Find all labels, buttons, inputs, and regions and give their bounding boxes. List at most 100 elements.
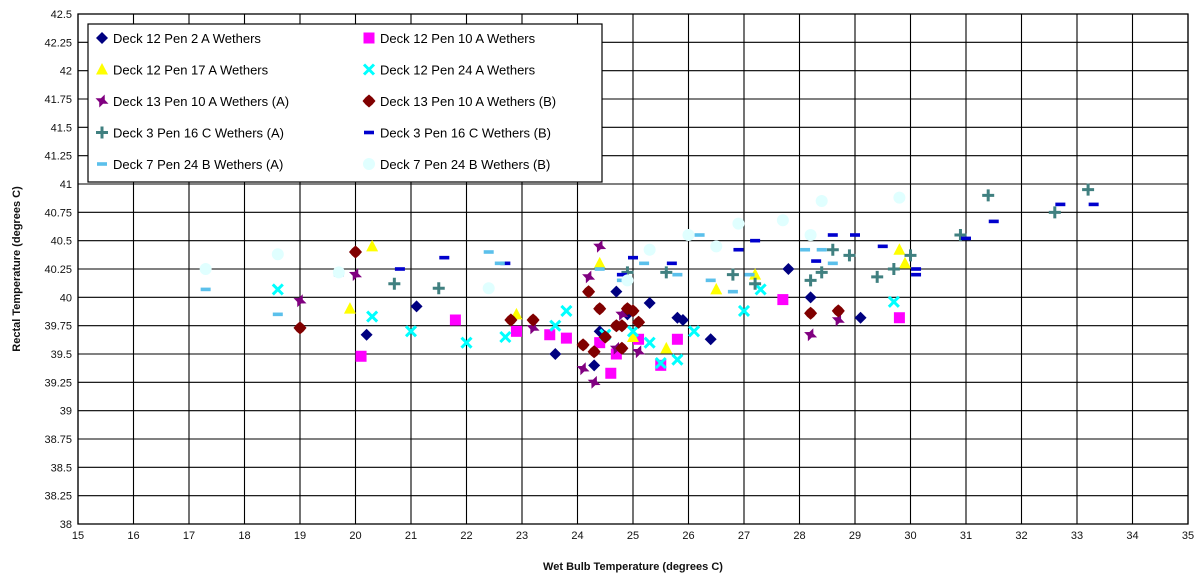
data-point (826, 243, 839, 256)
legend-marker (96, 32, 108, 44)
x-tick-label: 30 (904, 530, 916, 542)
data-point (1048, 206, 1061, 219)
y-tick-label: 38 (60, 519, 72, 531)
data-point (733, 247, 744, 252)
data-point (526, 321, 540, 335)
data-point (582, 270, 596, 284)
data-point (655, 359, 667, 371)
series-8 (394, 202, 1099, 277)
data-point (737, 304, 751, 317)
data-point (271, 283, 284, 296)
x-axis-title: Wet Bulb Temperature (degrees C) (543, 561, 723, 573)
y-tick-label: 39 (60, 406, 72, 418)
data-point (815, 195, 828, 207)
data-point (676, 314, 689, 326)
legend-item: Deck 12 Pen 2 A Wethers (96, 31, 261, 46)
legend-item: Deck 7 Pen 24 B Wethers (B) (363, 157, 550, 172)
data-point (598, 330, 612, 344)
y-tick-label: 38.25 (44, 491, 72, 503)
data-point (871, 270, 884, 283)
y-tick-label: 39.5 (51, 349, 72, 361)
data-point (887, 295, 900, 308)
legend-marker (363, 32, 375, 44)
data-point (610, 348, 622, 360)
data-point (366, 310, 379, 323)
data-point (615, 341, 629, 355)
data-point (904, 249, 917, 262)
legend-label: Deck 13 Pen 10 A Wethers (B) (380, 94, 556, 109)
data-point (911, 267, 922, 271)
data-point (732, 217, 745, 230)
data-point (893, 191, 906, 204)
data-point (1088, 202, 1099, 207)
legend-item: Deck 12 Pen 17 A Wethers (96, 63, 269, 78)
data-point (482, 282, 495, 295)
data-point (749, 277, 762, 290)
data-point (831, 304, 845, 318)
data-point (777, 294, 789, 306)
legend-label: Deck 12 Pen 24 A Wethers (380, 63, 536, 78)
legend-label: Deck 7 Pen 24 B Wethers (A) (113, 157, 283, 172)
data-point (726, 268, 739, 281)
data-point (710, 240, 723, 253)
data-point (621, 274, 634, 287)
x-tick-labels: 15 16 17 18 19 20 21 22 23 24 25 26 27 28 29 30 31 32 33 34… (72, 530, 1194, 542)
data-point (687, 325, 701, 338)
x-tick-label: 25 (627, 530, 639, 542)
x-tick-label: 27 (738, 530, 750, 542)
data-point (271, 248, 284, 261)
data-point (893, 243, 906, 255)
data-point (616, 272, 627, 277)
data-point (710, 282, 723, 295)
data-point (877, 244, 888, 249)
data-point (911, 272, 922, 277)
y-tick-label: 42.25 (44, 37, 72, 49)
legend-label: Deck 12 Pen 2 A Wethers (113, 31, 261, 46)
legend-item: Deck 12 Pen 10 A Wethers (363, 31, 536, 46)
x-tick-label: 16 (127, 530, 139, 542)
data-point (504, 313, 518, 327)
y-tick-label: 42.5 (51, 9, 72, 21)
data-point (449, 314, 461, 326)
legend-label: Deck 3 Pen 16 C Wethers (A) (113, 126, 284, 141)
data-point (593, 256, 606, 269)
data-point (754, 283, 767, 296)
y-tick-label: 40 (60, 292, 72, 304)
x-tick-label: 19 (294, 530, 306, 542)
data-point (988, 219, 999, 224)
legend-label: Deck 7 Pen 24 B Wethers (B) (380, 157, 550, 172)
data-point (639, 261, 650, 266)
data-point (666, 261, 677, 266)
data-point (615, 319, 629, 333)
data-point (727, 289, 738, 294)
legend-item: Deck 3 Pen 16 C Wethers (B) (364, 126, 551, 141)
data-point (811, 259, 822, 263)
x-tick-label: 26 (682, 530, 694, 542)
series-2 (355, 294, 905, 379)
legend-label: Deck 12 Pen 10 A Wethers (380, 31, 536, 46)
data-point (800, 247, 811, 252)
y-tick-label: 41 (60, 179, 72, 191)
data-point (954, 229, 967, 241)
data-point (410, 300, 423, 313)
data-point (576, 362, 590, 376)
data-point (782, 263, 795, 275)
data-point (200, 287, 211, 292)
data-point (549, 319, 562, 332)
data-point (544, 329, 556, 341)
legend-label: Deck 13 Pen 10 A Wethers (A) (113, 94, 289, 109)
data-point (643, 297, 656, 309)
data-point (671, 333, 683, 345)
y-tick-label: 41.75 (44, 94, 72, 106)
data-point (549, 348, 562, 360)
legend-marker (96, 126, 108, 139)
data-point (1055, 202, 1066, 207)
data-points (199, 183, 1099, 389)
series-10 (199, 191, 906, 295)
series-7 (388, 183, 1095, 295)
x-tick-label: 33 (1071, 530, 1083, 542)
x-tick-label: 32 (1015, 530, 1027, 542)
y-tick-label: 39.75 (44, 321, 72, 333)
data-point (594, 337, 606, 349)
data-point (199, 263, 212, 275)
